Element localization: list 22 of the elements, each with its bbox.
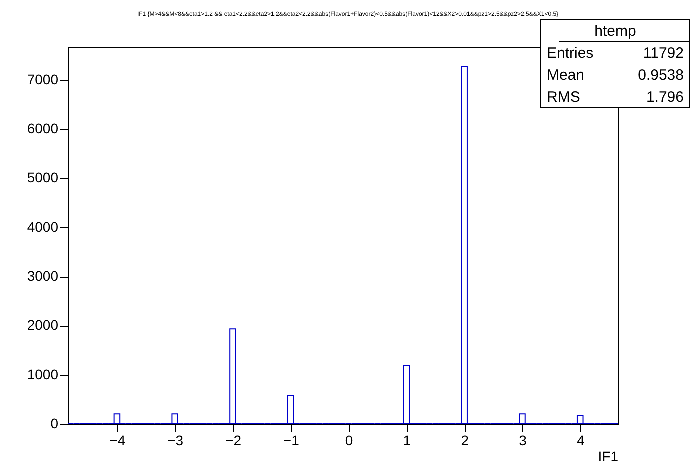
x-tick-label: 0 [345, 432, 354, 448]
y-tick-label: 1000 [27, 366, 59, 382]
text: Entries 11792 [547, 45, 684, 62]
x-tick-label: 1 [403, 432, 412, 448]
y-tick-label: 0 [50, 416, 59, 432]
text: Mean 0.9538 [547, 67, 684, 84]
x-tick-label: −1 [283, 432, 300, 448]
x-axis-title: IF1 [598, 448, 619, 464]
y-tick-label: 3000 [27, 268, 59, 284]
y-tick-label: 6000 [27, 120, 59, 137]
y-tick-label: 2000 [27, 317, 59, 334]
y-tick-label: 4000 [27, 218, 59, 235]
x-tick-label: 4 [576, 432, 585, 448]
y-tick-label: 5000 [27, 170, 59, 186]
text: RMS 1.796 [547, 89, 684, 106]
x-tick-label: −2 [226, 432, 242, 448]
x-tick-label: 2 [461, 432, 470, 448]
text: htemp [594, 23, 636, 40]
y-tick-label: 7000 [27, 71, 59, 88]
x-tick-label: 3 [519, 432, 528, 448]
x-tick-label: −3 [168, 432, 184, 448]
x-tick-label: −4 [110, 432, 126, 448]
